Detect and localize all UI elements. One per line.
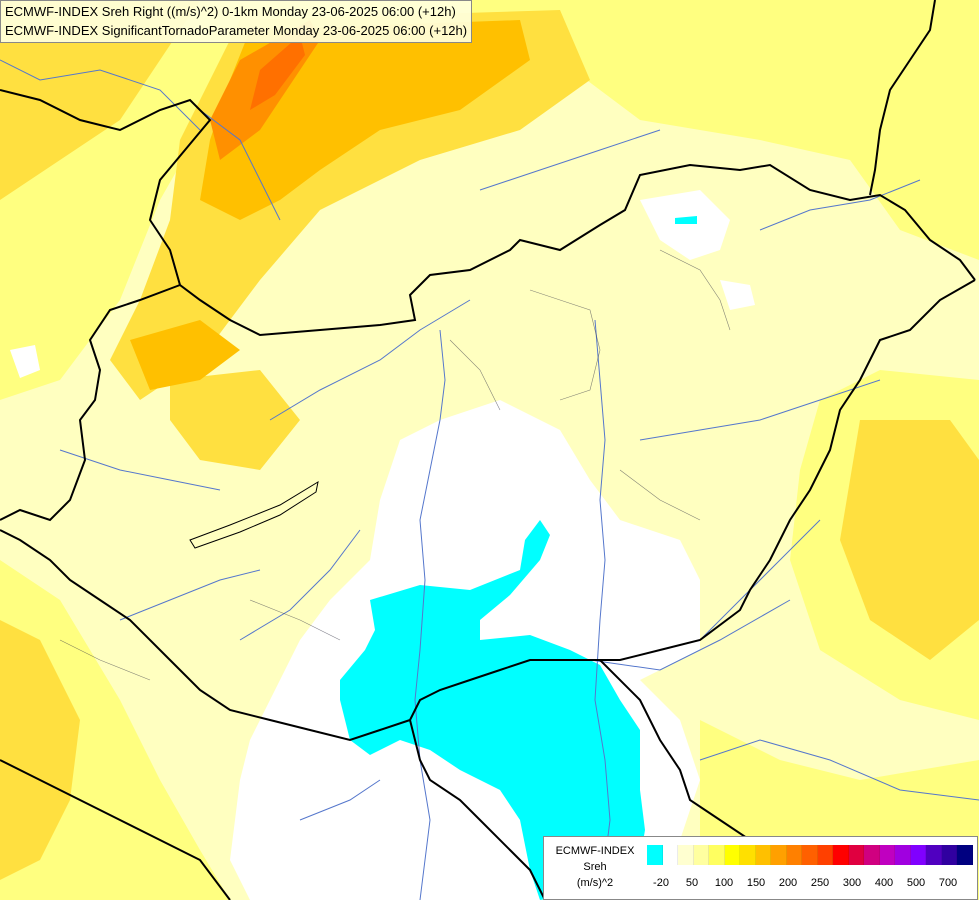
- sreh-field-cyan: [340, 216, 697, 900]
- legend-swatch: [895, 845, 911, 865]
- legend-tick-label: -20: [653, 877, 669, 889]
- map-title-line-2: ECMWF-INDEX SignificantTornadoParameter …: [5, 23, 468, 38]
- legend-swatches: [647, 845, 973, 865]
- legend-tick-label: 150: [746, 877, 766, 889]
- legend-swatch: [786, 845, 802, 865]
- legend-swatch: [724, 845, 740, 865]
- legend-swatch: [693, 845, 709, 865]
- legend-model: ECMWF-INDEX: [555, 845, 635, 857]
- legend-swatch: [802, 845, 818, 865]
- legend-variable: Sreh: [583, 861, 607, 873]
- legend-swatch: [926, 845, 942, 865]
- legend-swatch: [833, 845, 849, 865]
- legend-swatch: [771, 845, 787, 865]
- map-title-line-1: ECMWF-INDEX Sreh Right ((m/s)^2) 0-1km M…: [5, 4, 456, 19]
- legend-swatch: [678, 845, 694, 865]
- color-legend: ECMWF-INDEX Sreh (m/s)^2 -20 50 100 150 200 2…: [543, 836, 978, 900]
- legend-swatch: [647, 845, 663, 865]
- map-title-box: ECMWF-INDEX Sreh Right ((m/s)^2) 0-1km M…: [0, 0, 473, 43]
- legend-tick-label: 500: [906, 877, 926, 889]
- legend-swatch: [864, 845, 880, 865]
- legend-swatch: [740, 845, 756, 865]
- region-borders: [59, 249, 731, 681]
- legend-swatch: [957, 845, 973, 865]
- legend-swatch: [755, 845, 771, 865]
- lake-balaton: [189, 480, 319, 549]
- legend-swatch: [848, 845, 864, 865]
- legend-tick-label: 400: [874, 877, 894, 889]
- legend-swatch: [662, 845, 678, 865]
- legend-unit: (m/s)^2: [576, 877, 614, 889]
- legend-swatch: [941, 845, 957, 865]
- legend-swatch: [817, 845, 833, 865]
- legend-tick-label: 700: [938, 877, 958, 889]
- rivers: [0, 59, 979, 900]
- legend-tick-label: 250: [810, 877, 830, 889]
- legend-swatch: [709, 845, 725, 865]
- legend-swatch: [879, 845, 895, 865]
- legend-tick-label: 100: [714, 877, 734, 889]
- legend-tick-label: 300: [842, 877, 862, 889]
- sreh-field-red-orange: [250, 35, 305, 110]
- legend-tick-label: 200: [778, 877, 798, 889]
- legend-tick-label: 50: [685, 877, 699, 889]
- legend-swatch: [910, 845, 926, 865]
